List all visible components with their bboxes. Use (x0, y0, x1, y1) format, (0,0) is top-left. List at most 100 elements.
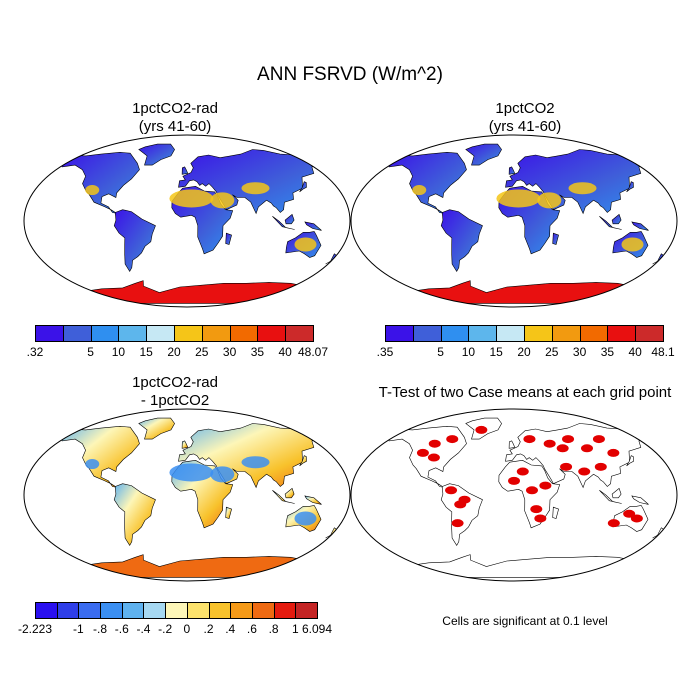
field-highlight (210, 466, 235, 483)
land-madagascar (225, 506, 232, 519)
significant-cell (543, 439, 556, 448)
colorbar-swatch (35, 325, 64, 342)
field-highlight (210, 192, 235, 209)
land-uk (181, 166, 189, 175)
land-indonesia (599, 490, 622, 504)
land-greenland (138, 417, 175, 440)
panel-title-line2: - 1pctCO2 (140, 392, 210, 409)
significant-cell (560, 462, 573, 471)
colorbar-label: .2 (203, 622, 214, 636)
colorbar-label: 0 (183, 622, 191, 636)
colorbar-label: 10 (461, 345, 476, 359)
colorbar-label: .35 (376, 345, 394, 359)
land-samerica (113, 209, 156, 272)
field-highlight (85, 459, 100, 470)
colorbar-swatch (635, 325, 664, 342)
figure-title: ANN FSRVD (W/m^2) (257, 64, 443, 85)
land-madagascar (552, 506, 559, 519)
colorbar-label: 15 (139, 345, 153, 359)
significant-cell (581, 444, 593, 453)
colorbar-label: 20 (517, 345, 531, 359)
colorbar-label: -.6 (114, 622, 129, 636)
map-border (350, 408, 678, 582)
panel-title-top-right: 1pctCO2 (yrs 41-60) (350, 100, 700, 136)
map-border (23, 134, 351, 308)
colorbar-swatch (230, 602, 253, 619)
land-indonesia (272, 216, 295, 230)
colorbar-1pctco2: .35 5 10 15 20 25 30 35 40 48.1 (377, 325, 675, 365)
colorbar-swatch (273, 602, 297, 619)
significant-cell (516, 467, 529, 476)
colorbar-label: 15 (489, 345, 503, 359)
colorbar-label: .8 (268, 622, 279, 636)
land-newguinea (304, 221, 322, 231)
colorbar-label: 48.07 (297, 345, 329, 359)
colorbar-swatch (468, 325, 498, 342)
colorbar-1pctco2-rad: .32 5 10 15 20 25 30 35 40 48.07 (27, 325, 328, 365)
panel-title-bottom-left: 1pctCO2-rad - 1pctCO2 (0, 374, 350, 410)
significant-cell (530, 505, 543, 514)
colorbar-label: -.8 (93, 622, 108, 636)
significant-cell (523, 435, 536, 444)
colorbar-swatch (229, 325, 259, 342)
field-highlight (294, 237, 317, 252)
significant-cell (594, 462, 607, 471)
land-newguinea (631, 221, 649, 231)
colorbar-swatch (440, 325, 470, 342)
land-newguinea (304, 495, 322, 505)
colorbar-label: -1 (73, 622, 84, 636)
significant-cell (562, 435, 575, 444)
land-japan (626, 455, 634, 467)
land-eurasia (505, 149, 648, 215)
colorbar-label: 35 (600, 345, 615, 359)
field-highlight (568, 182, 597, 195)
colorbar-label: 35 (250, 345, 265, 359)
colorbar-swatch (285, 325, 314, 342)
colorbar-swatch (100, 602, 123, 619)
significant-cell (445, 486, 458, 495)
colorbar-swatch (78, 602, 102, 619)
colorbar-swatch (146, 325, 175, 342)
land-samerica (440, 483, 483, 546)
map-border (350, 134, 678, 308)
colorbar-label: .4 (225, 622, 236, 636)
map-border (23, 408, 351, 582)
panel-title-line2: (yrs 41-60) (138, 118, 212, 135)
colorbar-label: 40 (278, 345, 292, 359)
panel-title-line1: 1pctCO2-rad (132, 374, 218, 391)
significant-cell (607, 448, 620, 457)
colorbar-label: .6 (246, 622, 257, 636)
land-namerica (60, 425, 140, 488)
field-highlight (169, 463, 214, 482)
land-samerica (113, 483, 156, 546)
significant-cell (428, 439, 441, 448)
colorbar-label: 48.1 (651, 345, 675, 359)
colorbar-swatch (121, 602, 145, 619)
colorbar-label: 5 (87, 345, 94, 359)
significant-cell (525, 486, 538, 495)
colorbar-swatch (174, 325, 203, 342)
significant-cell (539, 481, 552, 490)
map-1pctco2 (350, 134, 678, 308)
colorbar-label: 30 (572, 345, 587, 359)
field-highlight (169, 189, 214, 208)
panel-title-bottom-right: T-Test of two Case means at each grid po… (350, 384, 700, 402)
panel-title-top-left: 1pctCO2-rad (yrs 41-60) (0, 100, 350, 136)
field-highlight (412, 185, 427, 196)
colorbar-swatch (90, 325, 120, 342)
colorbar-swatch (208, 602, 232, 619)
colorbar-label: 25 (545, 345, 559, 359)
colorbar-swatch (251, 602, 275, 619)
colorbar-label: -2.223 (17, 622, 53, 636)
significance-note: Cells are significant at 0.1 level (442, 614, 608, 628)
colorbar-label: 30 (222, 345, 237, 359)
land-newguinea (631, 495, 649, 505)
colorbar-swatch (295, 602, 318, 619)
colorbar-swatch (551, 325, 581, 342)
colorbar-swatch (412, 325, 442, 342)
significant-cell (451, 519, 464, 528)
colorbar-swatch (143, 602, 167, 619)
significant-cell (578, 467, 591, 476)
colorbar-swatch (257, 325, 287, 342)
land-borneo (611, 213, 622, 225)
